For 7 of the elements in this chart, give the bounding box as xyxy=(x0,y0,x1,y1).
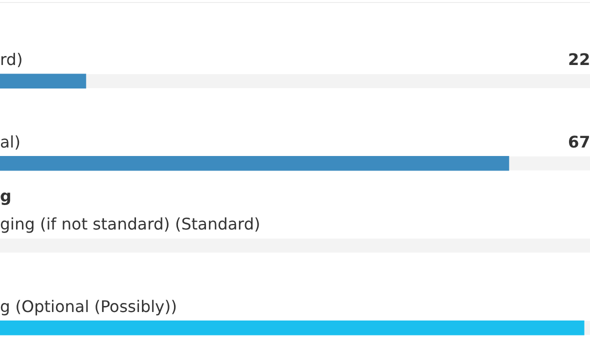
y-tick-label: al) xyxy=(0,132,20,152)
y-tick-label: rd) xyxy=(0,50,23,70)
y-tick-label: ging (if not standard) (Standard) xyxy=(0,214,260,234)
data-label: 67 xyxy=(568,132,590,152)
annotation: g xyxy=(0,186,12,206)
data-label: 22 xyxy=(568,50,590,70)
y-tick-label: g (Optional (Possibly)) xyxy=(0,296,177,316)
